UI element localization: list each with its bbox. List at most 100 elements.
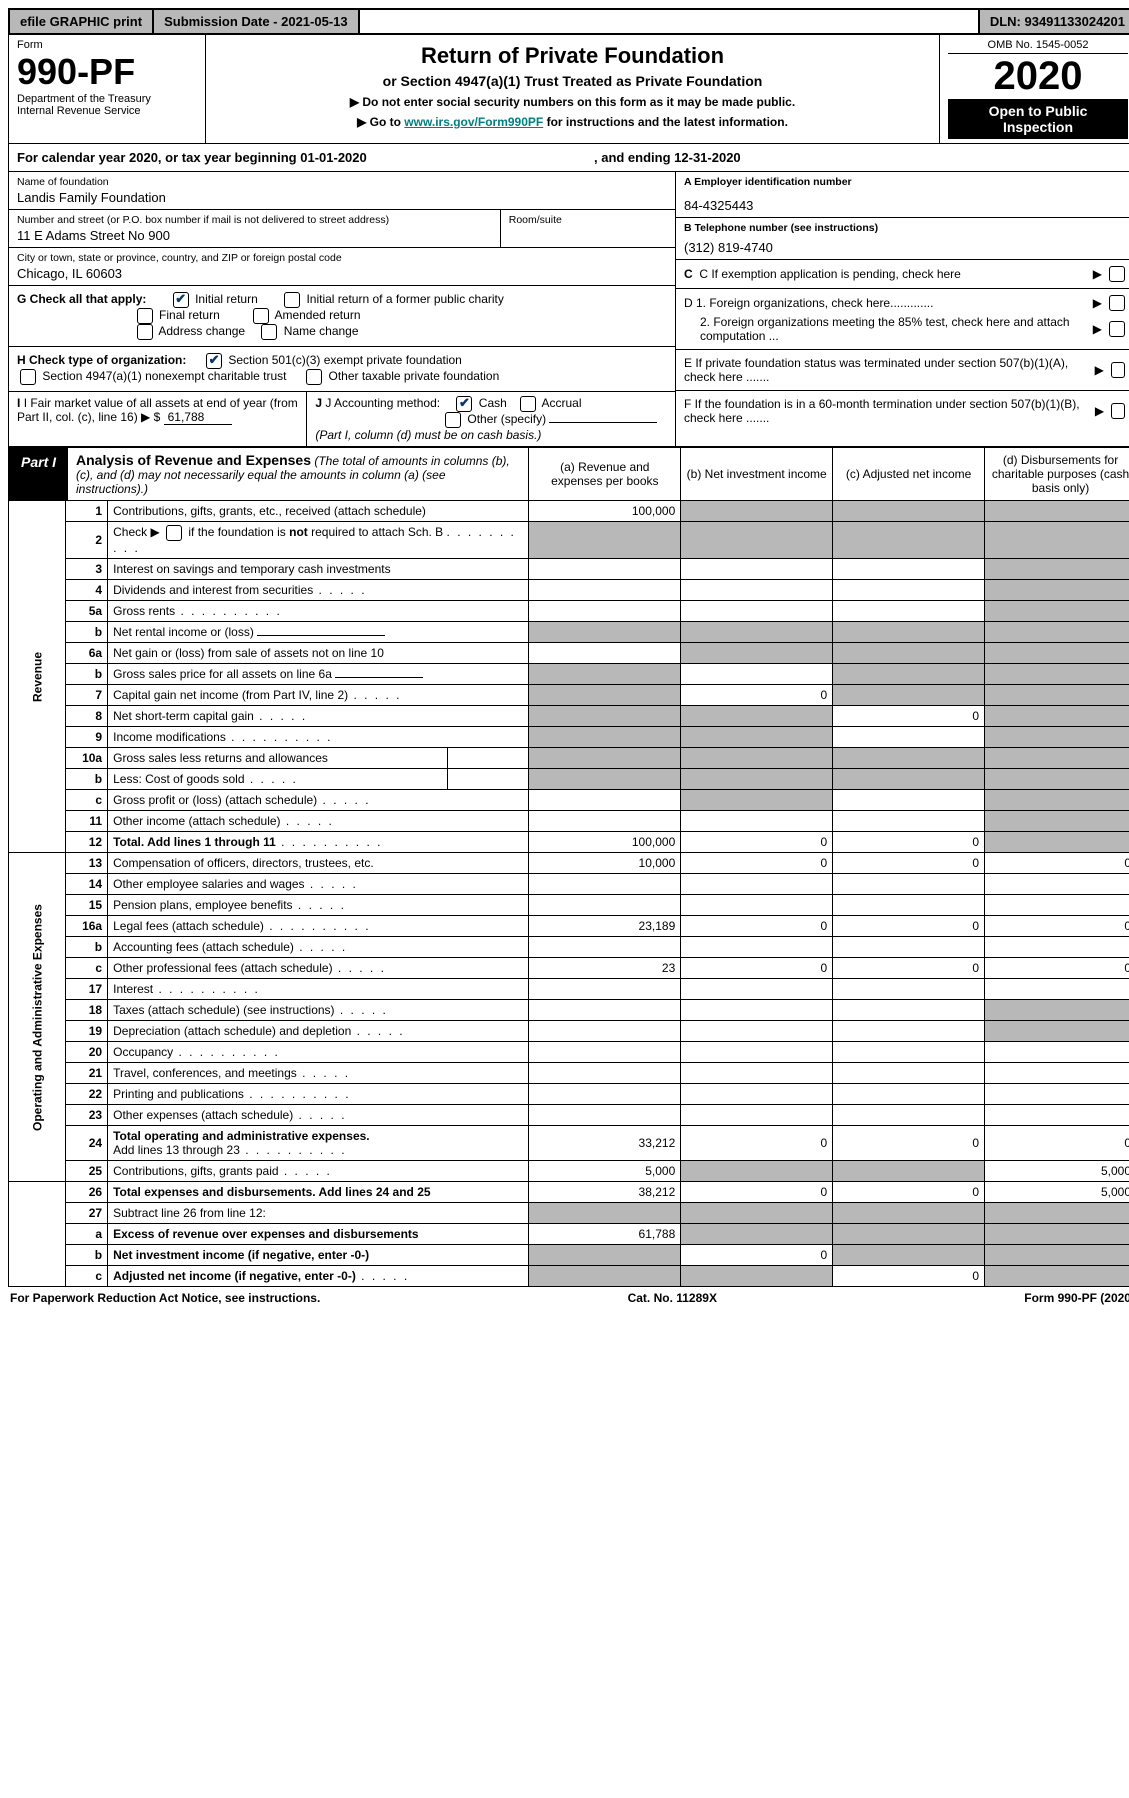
i-j-row: I I Fair market value of all assets at e… (9, 392, 675, 446)
initial-return-checkbox[interactable] (173, 292, 189, 308)
row-num: 17 (66, 979, 108, 1000)
address-change-checkbox[interactable] (137, 324, 153, 340)
row-val-d (985, 559, 1129, 580)
ein-value: 84-4325443 (684, 198, 1128, 213)
initial-former-checkbox[interactable] (284, 292, 300, 308)
row-desc: Total operating and administrative expen… (108, 1126, 529, 1161)
tax-year: 2020 (948, 54, 1128, 99)
table-row: c Adjusted net income (if negative, ente… (9, 1266, 1129, 1287)
e-checkbox[interactable] (1111, 362, 1125, 378)
row-desc: Gross profit or (loss) (attach schedule) (108, 790, 529, 811)
table-row: 24 Total operating and administrative ex… (9, 1126, 1129, 1161)
table-row: 22 Printing and publications (9, 1084, 1129, 1105)
row-val-a (529, 1021, 681, 1042)
r10a-inline-field (447, 748, 528, 768)
footer-cat-no: Cat. No. 11289X (628, 1291, 717, 1305)
row-val-b: 0 (681, 1126, 833, 1161)
other-taxable-checkbox[interactable] (306, 369, 322, 385)
other-specify-checkbox[interactable] (445, 412, 461, 428)
city-cell: City or town, state or province, country… (9, 248, 675, 286)
row-val-c (833, 559, 985, 580)
amended-return-label: Amended return (274, 308, 360, 322)
r27a-desc: Excess of revenue over expenses and disb… (113, 1227, 418, 1241)
amended-return-checkbox[interactable] (253, 308, 269, 324)
row-num: a (66, 1224, 108, 1245)
row-val-b (681, 874, 833, 895)
row-num: 1 (66, 501, 108, 522)
table-row: c Gross profit or (loss) (attach schedul… (9, 790, 1129, 811)
d1-checkbox[interactable] (1109, 295, 1125, 311)
header-center: Return of Private Foundation or Section … (206, 35, 939, 143)
row-val-a: 33,212 (529, 1126, 681, 1161)
table-row: b Accounting fees (attach schedule) (9, 937, 1129, 958)
row-desc: Accounting fees (attach schedule) (108, 937, 529, 958)
goto-pre: ▶ Go to (357, 115, 404, 129)
pointer-icon: ▶ (1095, 404, 1104, 418)
row-num: b (66, 664, 108, 685)
d2-label: 2. Foreign organizations meeting the 85%… (684, 315, 1093, 343)
row-desc: Interest on savings and temporary cash i… (108, 559, 529, 580)
e-row: E If private foundation status was termi… (676, 350, 1129, 391)
row-desc: Gross sales less returns and allowances (108, 748, 529, 769)
d2-checkbox[interactable] (1109, 321, 1125, 337)
row-desc: Contributions, gifts, grants paid (108, 1161, 529, 1182)
row-val-a (529, 790, 681, 811)
open-public-badge: Open to Public Inspection (948, 99, 1128, 139)
row-num: 20 (66, 1042, 108, 1063)
c-checkbox[interactable] (1109, 266, 1125, 282)
row-val-c (833, 501, 985, 522)
row-val-a: 23,189 (529, 916, 681, 937)
row-num: c (66, 1266, 108, 1287)
row-val-c (833, 1105, 985, 1126)
row-num: 26 (66, 1182, 108, 1203)
row-desc: Other professional fees (attach schedule… (108, 958, 529, 979)
row-val-c (833, 727, 985, 748)
row-val-d (985, 727, 1129, 748)
4947-checkbox[interactable] (20, 369, 36, 385)
r27c-desc: Adjusted net income (if negative, enter … (113, 1269, 356, 1283)
col-c-header: (c) Adjusted net income (833, 448, 985, 501)
r22-desc: Printing and publications (113, 1087, 244, 1101)
row-val-b (681, 622, 833, 643)
row-desc: Net gain or (loss) from sale of assets n… (108, 643, 529, 664)
room-label: Room/suite (509, 214, 667, 226)
row-desc: Compensation of officers, directors, tru… (108, 853, 529, 874)
table-row: 7 Capital gain net income (from Part IV,… (9, 685, 1129, 706)
final-return-checkbox[interactable] (137, 308, 153, 324)
table-row: b Net rental income or (loss) (9, 622, 1129, 643)
cash-checkbox[interactable] (456, 396, 472, 412)
table-row: 4 Dividends and interest from securities (9, 580, 1129, 601)
pointer-icon: ▶ (1093, 322, 1102, 336)
row-val-b: 0 (681, 853, 833, 874)
name-change-checkbox[interactable] (261, 324, 277, 340)
j-note: (Part I, column (d) must be on cash basi… (315, 428, 541, 442)
table-row: 27 Subtract line 26 from line 12: (9, 1203, 1129, 1224)
accrual-checkbox[interactable] (520, 396, 536, 412)
form-subtitle-1: or Section 4947(a)(1) Trust Treated as P… (214, 73, 931, 89)
r25-desc: Contributions, gifts, grants paid (113, 1164, 278, 1178)
table-row: 8 Net short-term capital gain 0 (9, 706, 1129, 727)
r5b-desc: Net rental income or (loss) (113, 625, 254, 639)
subdate-value: 2021-05-13 (281, 14, 348, 29)
row-val-c (833, 1084, 985, 1105)
form-word: Form (17, 39, 197, 51)
header-left: Form 990-PF Department of the Treasury I… (9, 35, 206, 143)
501c3-checkbox[interactable] (206, 353, 222, 369)
row-desc: Less: Cost of goods sold (108, 769, 529, 790)
row-val-c: 0 (833, 958, 985, 979)
row-desc: Depreciation (attach schedule) and deple… (108, 1021, 529, 1042)
row-val-b: 0 (681, 1182, 833, 1203)
row-val-a (529, 979, 681, 1000)
row-num: 25 (66, 1161, 108, 1182)
row-val-d: 0 (985, 916, 1129, 937)
f-checkbox[interactable] (1111, 403, 1125, 419)
form-url-link[interactable]: www.irs.gov/Form990PF (404, 115, 543, 129)
final-return-label: Final return (159, 308, 220, 322)
row-desc: Interest (108, 979, 529, 1000)
other-taxable-label: Other taxable private foundation (329, 369, 500, 383)
goto-post: for instructions and the latest informat… (543, 115, 788, 129)
room-subcell: Room/suite (501, 210, 675, 247)
row-val-c (833, 769, 985, 790)
sch-b-checkbox[interactable] (166, 525, 182, 541)
r15-desc: Pension plans, employee benefits (113, 898, 292, 912)
